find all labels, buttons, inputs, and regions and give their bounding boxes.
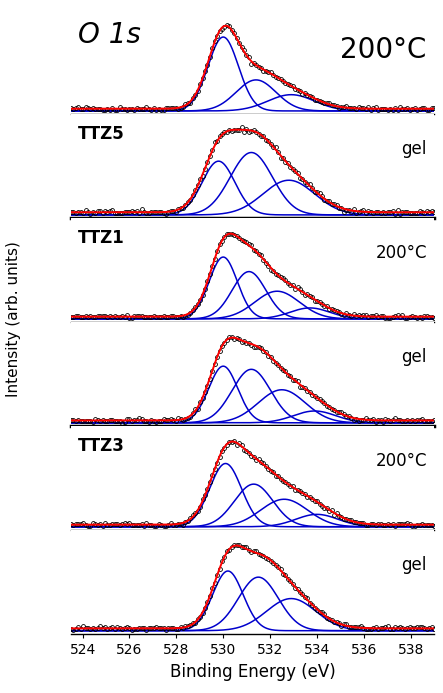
Text: TTZ5: TTZ5 xyxy=(78,125,125,143)
Text: Intensity (arb. units): Intensity (arb. units) xyxy=(6,241,21,396)
X-axis label: Binding Energy (eV): Binding Energy (eV) xyxy=(170,663,335,681)
Text: O 1s: O 1s xyxy=(78,21,141,49)
Text: TTZ1: TTZ1 xyxy=(78,229,125,247)
Text: gel: gel xyxy=(401,140,427,158)
Text: gel: gel xyxy=(401,348,427,366)
Text: 200°C: 200°C xyxy=(375,244,427,262)
Text: 200°C: 200°C xyxy=(375,453,427,470)
Text: gel: gel xyxy=(401,556,427,574)
Text: TTZ3: TTZ3 xyxy=(78,437,125,455)
Text: 200°C: 200°C xyxy=(341,36,427,64)
